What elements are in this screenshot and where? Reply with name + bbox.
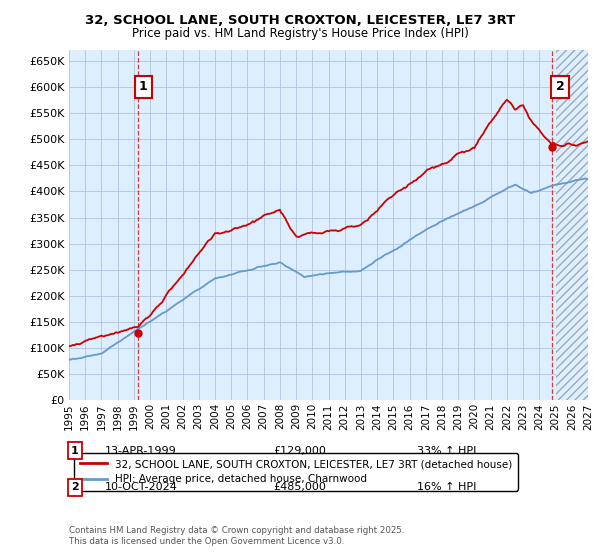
Text: 1: 1 [139, 81, 148, 94]
Text: 1: 1 [71, 446, 79, 456]
Text: 10-OCT-2024: 10-OCT-2024 [105, 482, 178, 492]
Text: 32, SCHOOL LANE, SOUTH CROXTON, LEICESTER, LE7 3RT: 32, SCHOOL LANE, SOUTH CROXTON, LEICESTE… [85, 14, 515, 27]
Text: 2: 2 [556, 81, 565, 94]
Text: Contains HM Land Registry data © Crown copyright and database right 2025.
This d: Contains HM Land Registry data © Crown c… [69, 526, 404, 546]
Text: 16% ↑ HPI: 16% ↑ HPI [417, 482, 476, 492]
Text: £485,000: £485,000 [273, 482, 326, 492]
Text: 33% ↑ HPI: 33% ↑ HPI [417, 446, 476, 456]
Text: 13-APR-1999: 13-APR-1999 [105, 446, 177, 456]
Text: Price paid vs. HM Land Registry's House Price Index (HPI): Price paid vs. HM Land Registry's House … [131, 27, 469, 40]
Text: 2: 2 [71, 482, 79, 492]
Legend: 32, SCHOOL LANE, SOUTH CROXTON, LEICESTER, LE7 3RT (detached house), HPI: Averag: 32, SCHOOL LANE, SOUTH CROXTON, LEICESTE… [74, 453, 518, 491]
Text: £129,000: £129,000 [273, 446, 326, 456]
